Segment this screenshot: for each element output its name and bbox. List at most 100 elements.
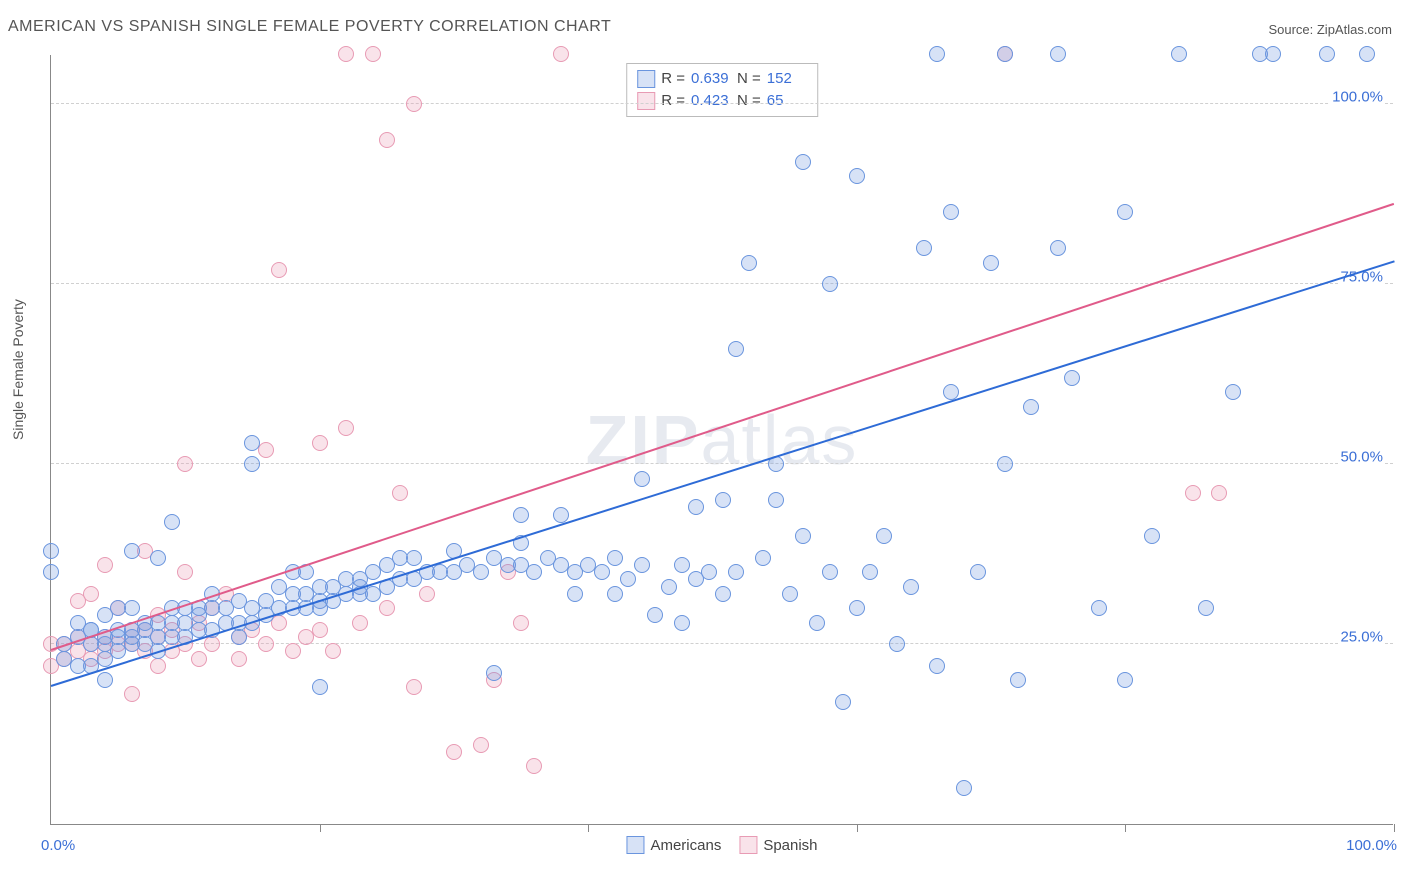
americans-point (97, 672, 113, 688)
americans-point (715, 492, 731, 508)
americans-point (1359, 46, 1375, 62)
spanish-point (406, 96, 422, 112)
y-tick-label: 25.0% (1338, 629, 1385, 646)
r-label: R = (661, 90, 685, 112)
spanish-point (312, 622, 328, 638)
americans-point (526, 564, 542, 580)
americans-point (43, 543, 59, 559)
americans-point (849, 600, 865, 616)
americans-point (715, 586, 731, 602)
americans-point (567, 586, 583, 602)
americans-label: Americans (650, 837, 721, 854)
correlation-row-spanish: R = 0.423 N = 65 (637, 90, 807, 112)
americans-point (929, 46, 945, 62)
spanish-swatch-icon (739, 836, 757, 854)
americans-point (1023, 399, 1039, 415)
americans-point (1265, 46, 1281, 62)
source-attribution: Source: ZipAtlas.com (1268, 22, 1392, 37)
spanish-point (285, 643, 301, 659)
spanish-point (258, 636, 274, 652)
y-tick-label: 100.0% (1330, 89, 1385, 106)
americans-point (916, 240, 932, 256)
americans-point (970, 564, 986, 580)
spanish-point (177, 564, 193, 580)
x-tick (1125, 824, 1126, 832)
americans-point (728, 341, 744, 357)
americans-point (312, 679, 328, 695)
x-axis-max-label: 100.0% (1346, 837, 1397, 854)
americans-point (1198, 600, 1214, 616)
americans-point (809, 615, 825, 631)
americans-point (244, 435, 260, 451)
americans-point (768, 492, 784, 508)
spanish-point (325, 643, 341, 659)
americans-point (553, 507, 569, 523)
spanish-point (419, 586, 435, 602)
spanish-point (1211, 485, 1227, 501)
spanish-label: Spanish (763, 837, 817, 854)
spanish-point (204, 636, 220, 652)
americans-point (647, 607, 663, 623)
americans-point (674, 557, 690, 573)
americans-point (822, 276, 838, 292)
spanish-point (97, 557, 113, 573)
americans-point (406, 550, 422, 566)
spanish-point (271, 262, 287, 278)
americans-point (755, 550, 771, 566)
americans-point (849, 168, 865, 184)
americans-point (795, 528, 811, 544)
x-tick (588, 824, 589, 832)
r-label: R = (661, 68, 685, 90)
series-legend: Americans Spanish (626, 836, 817, 854)
spanish-point (406, 679, 422, 695)
spanish-r-value: 0.423 (691, 90, 731, 112)
americans-point (997, 46, 1013, 62)
spanish-point (191, 651, 207, 667)
americans-point (835, 694, 851, 710)
americans-point (513, 507, 529, 523)
americans-point (607, 586, 623, 602)
spanish-point (473, 737, 489, 753)
americans-r-value: 0.639 (691, 68, 731, 90)
americans-point (1064, 370, 1080, 386)
americans-point (486, 665, 502, 681)
legend-item-spanish: Spanish (739, 836, 817, 854)
americans-point (594, 564, 610, 580)
americans-point (1050, 46, 1066, 62)
trend-line (51, 203, 1395, 651)
spanish-point (1185, 485, 1201, 501)
americans-point (124, 600, 140, 616)
americans-point (701, 564, 717, 580)
source-label: Source: (1268, 22, 1316, 37)
y-tick-label: 50.0% (1338, 449, 1385, 466)
americans-point (1050, 240, 1066, 256)
americans-point (1117, 204, 1133, 220)
scatter-plot-area: ZIPatlas R = 0.639 N = 152 R = 0.423 N =… (50, 55, 1393, 825)
grid-line (51, 283, 1393, 284)
americans-point (943, 204, 959, 220)
spanish-point (446, 744, 462, 760)
americans-point (634, 557, 650, 573)
americans-point (822, 564, 838, 580)
americans-point (150, 550, 166, 566)
americans-point (1171, 46, 1187, 62)
x-axis-min-label: 0.0% (41, 837, 75, 854)
grid-line (51, 103, 1393, 104)
legend-item-americans: Americans (626, 836, 721, 854)
americans-point (1319, 46, 1335, 62)
americans-point (876, 528, 892, 544)
americans-swatch-icon (637, 70, 655, 88)
americans-point (741, 255, 757, 271)
spanish-point (231, 651, 247, 667)
americans-point (688, 499, 704, 515)
americans-point (728, 564, 744, 580)
spanish-point (338, 420, 354, 436)
spanish-point (338, 46, 354, 62)
americans-point (674, 615, 690, 631)
correlation-legend: R = 0.639 N = 152 R = 0.423 N = 65 (626, 63, 818, 117)
americans-point (889, 636, 905, 652)
spanish-point (553, 46, 569, 62)
source-value: ZipAtlas.com (1317, 22, 1392, 37)
spanish-point (83, 586, 99, 602)
americans-swatch-icon (626, 836, 644, 854)
